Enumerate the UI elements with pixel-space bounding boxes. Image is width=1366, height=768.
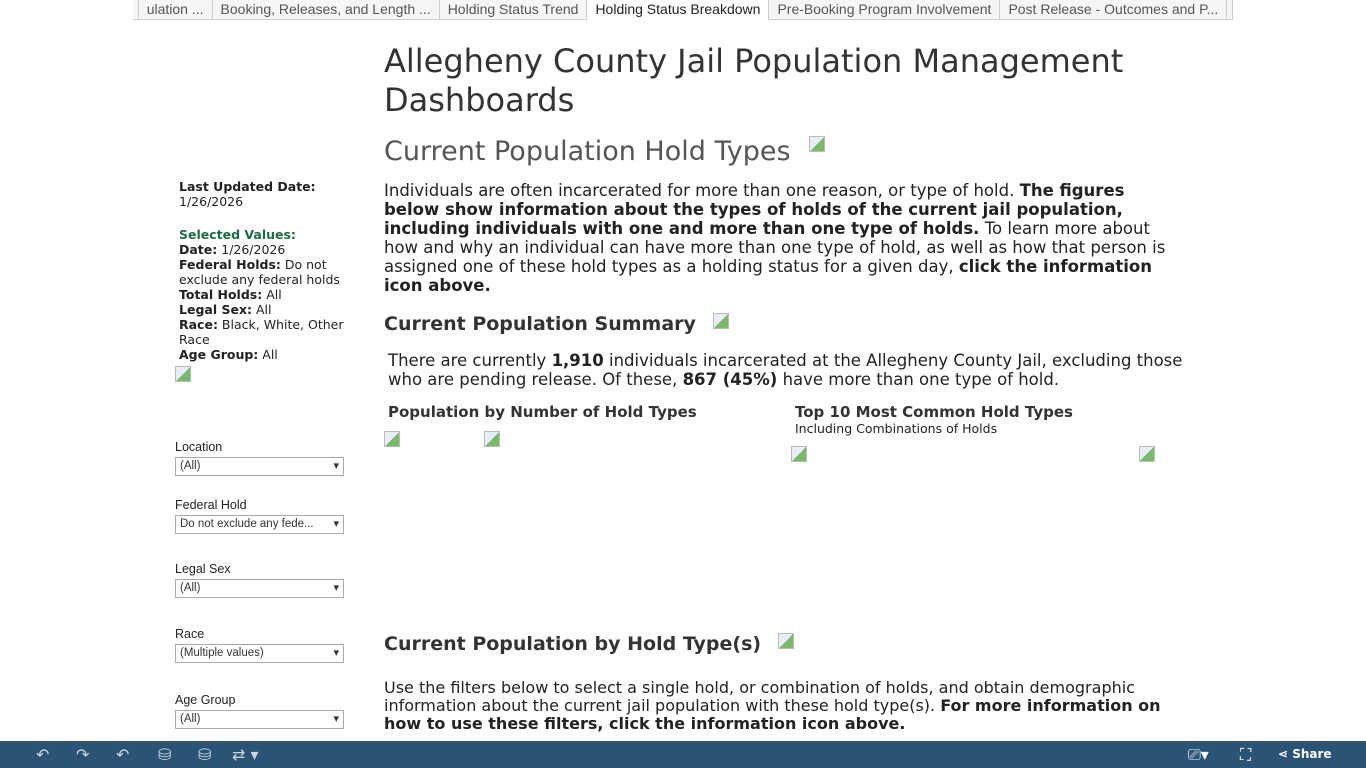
selected-values-label: Selected Values: bbox=[179, 227, 296, 242]
selected-value-item: Federal Holds: Do not exclude any federa… bbox=[179, 257, 340, 287]
last-updated-value: 1/26/2026 bbox=[179, 194, 244, 209]
tab-scroll[interactable] bbox=[133, 0, 139, 20]
chart1-image-2 bbox=[484, 431, 500, 447]
fullscreen-icon[interactable]: ⛶ bbox=[1240, 745, 1252, 764]
selected-value-item: Age Group: All bbox=[179, 347, 278, 362]
page-title: Allegheny County Jail Population Managem… bbox=[384, 42, 1124, 119]
chart2-subtitle: Including Combinations of Holds bbox=[795, 421, 998, 436]
main-content: Allegheny County Jail Population Managem… bbox=[384, 42, 1184, 733]
dashboard-tabs: ulation ... Booking, Releases, and Lengt… bbox=[133, 0, 1233, 20]
filter-age-group: Age Group (All) bbox=[175, 693, 344, 729]
section-subtitle: Current Population Hold Types bbox=[384, 136, 791, 167]
chart2-title: Top 10 Most Common Hold Types bbox=[795, 403, 1073, 421]
share-button[interactable]: ⋖ Share bbox=[1278, 747, 1332, 761]
selected-value-item: Legal Sex: All bbox=[179, 302, 272, 317]
filter-dropdown[interactable]: (All) bbox=[175, 710, 344, 729]
bottom-toolbar: ↶ ↷ ↶ ⛁ ⛁ ⇄ ▾ ⎚▾ ⛶ ⋖ Share bbox=[0, 741, 1366, 768]
filter-race: Race (Multiple values) bbox=[175, 627, 344, 663]
tab-prebooking[interactable]: Pre-Booking Program Involvement bbox=[769, 0, 1001, 20]
chart2-image-2 bbox=[1139, 446, 1155, 462]
filter-dropdown[interactable]: (Multiple values) bbox=[175, 644, 344, 663]
selected-value-item: Race: Black, White, Other Race bbox=[179, 317, 344, 347]
filter-dropdown[interactable]: (All) bbox=[175, 457, 344, 476]
view-icon[interactable]: ⇄ ▾ bbox=[232, 745, 259, 764]
tab-booking[interactable]: Booking, Releases, and Length ... bbox=[212, 0, 440, 20]
tab-population[interactable]: ulation ... bbox=[138, 0, 213, 20]
filter-label: Race bbox=[175, 627, 205, 641]
refresh-data-icon[interactable]: ⛁ bbox=[158, 745, 172, 764]
undo-icon[interactable]: ↶ bbox=[36, 745, 50, 764]
summary-text: There are currently 1,910 individuals in… bbox=[388, 351, 1183, 389]
revert-icon[interactable]: ↶ bbox=[116, 745, 130, 764]
chart1-image bbox=[384, 431, 400, 447]
filter-label: Age Group bbox=[175, 693, 236, 707]
info-icon[interactable] bbox=[712, 313, 729, 329]
filter-federal-hold: Federal Hold Do not exclude any fede... bbox=[175, 498, 344, 534]
filter-label: Location bbox=[175, 440, 223, 454]
selected-value-item: Total Holds: All bbox=[179, 287, 282, 302]
pause-updates-icon[interactable]: ⛁ bbox=[198, 745, 212, 764]
filter-dropdown[interactable]: (All) bbox=[175, 579, 344, 598]
selected-value-item: Date: 1/26/2026 bbox=[179, 242, 286, 257]
last-updated-label: Last Updated Date: bbox=[179, 179, 316, 194]
filter-label: Federal Hold bbox=[175, 498, 247, 512]
hold-types-title: Current Population by Hold Type(s) bbox=[384, 633, 762, 655]
download-icon[interactable]: ⎚▾ bbox=[1188, 745, 1209, 764]
filter-legal-sex: Legal Sex (All) bbox=[175, 562, 344, 598]
info-icon[interactable] bbox=[777, 633, 794, 649]
tab-scroll-right[interactable] bbox=[1227, 0, 1233, 20]
tab-holding-trend[interactable]: Holding Status Trend bbox=[439, 0, 588, 20]
tab-post-release[interactable]: Post Release - Outcomes and P... bbox=[1000, 0, 1228, 20]
broken-image-icon bbox=[175, 366, 191, 382]
chart2-image bbox=[791, 446, 807, 462]
filter-location: Location (All) bbox=[175, 440, 344, 476]
selected-values-panel: Last Updated Date: 1/26/2026 Selected Va… bbox=[175, 179, 349, 385]
summary-title: Current Population Summary bbox=[384, 313, 696, 335]
redo-icon[interactable]: ↷ bbox=[76, 745, 90, 764]
info-icon[interactable] bbox=[809, 136, 826, 152]
filter-dropdown[interactable]: Do not exclude any fede... bbox=[175, 515, 344, 534]
intro-text: Individuals are often incarcerated for m… bbox=[384, 181, 1166, 295]
tab-holding-breakdown[interactable]: Holding Status Breakdown bbox=[587, 0, 770, 20]
chart1-title: Population by Number of Hold Types bbox=[388, 403, 697, 421]
hold-types-text: Use the filters below to select a single… bbox=[384, 678, 1161, 733]
filter-label: Legal Sex bbox=[175, 562, 231, 576]
